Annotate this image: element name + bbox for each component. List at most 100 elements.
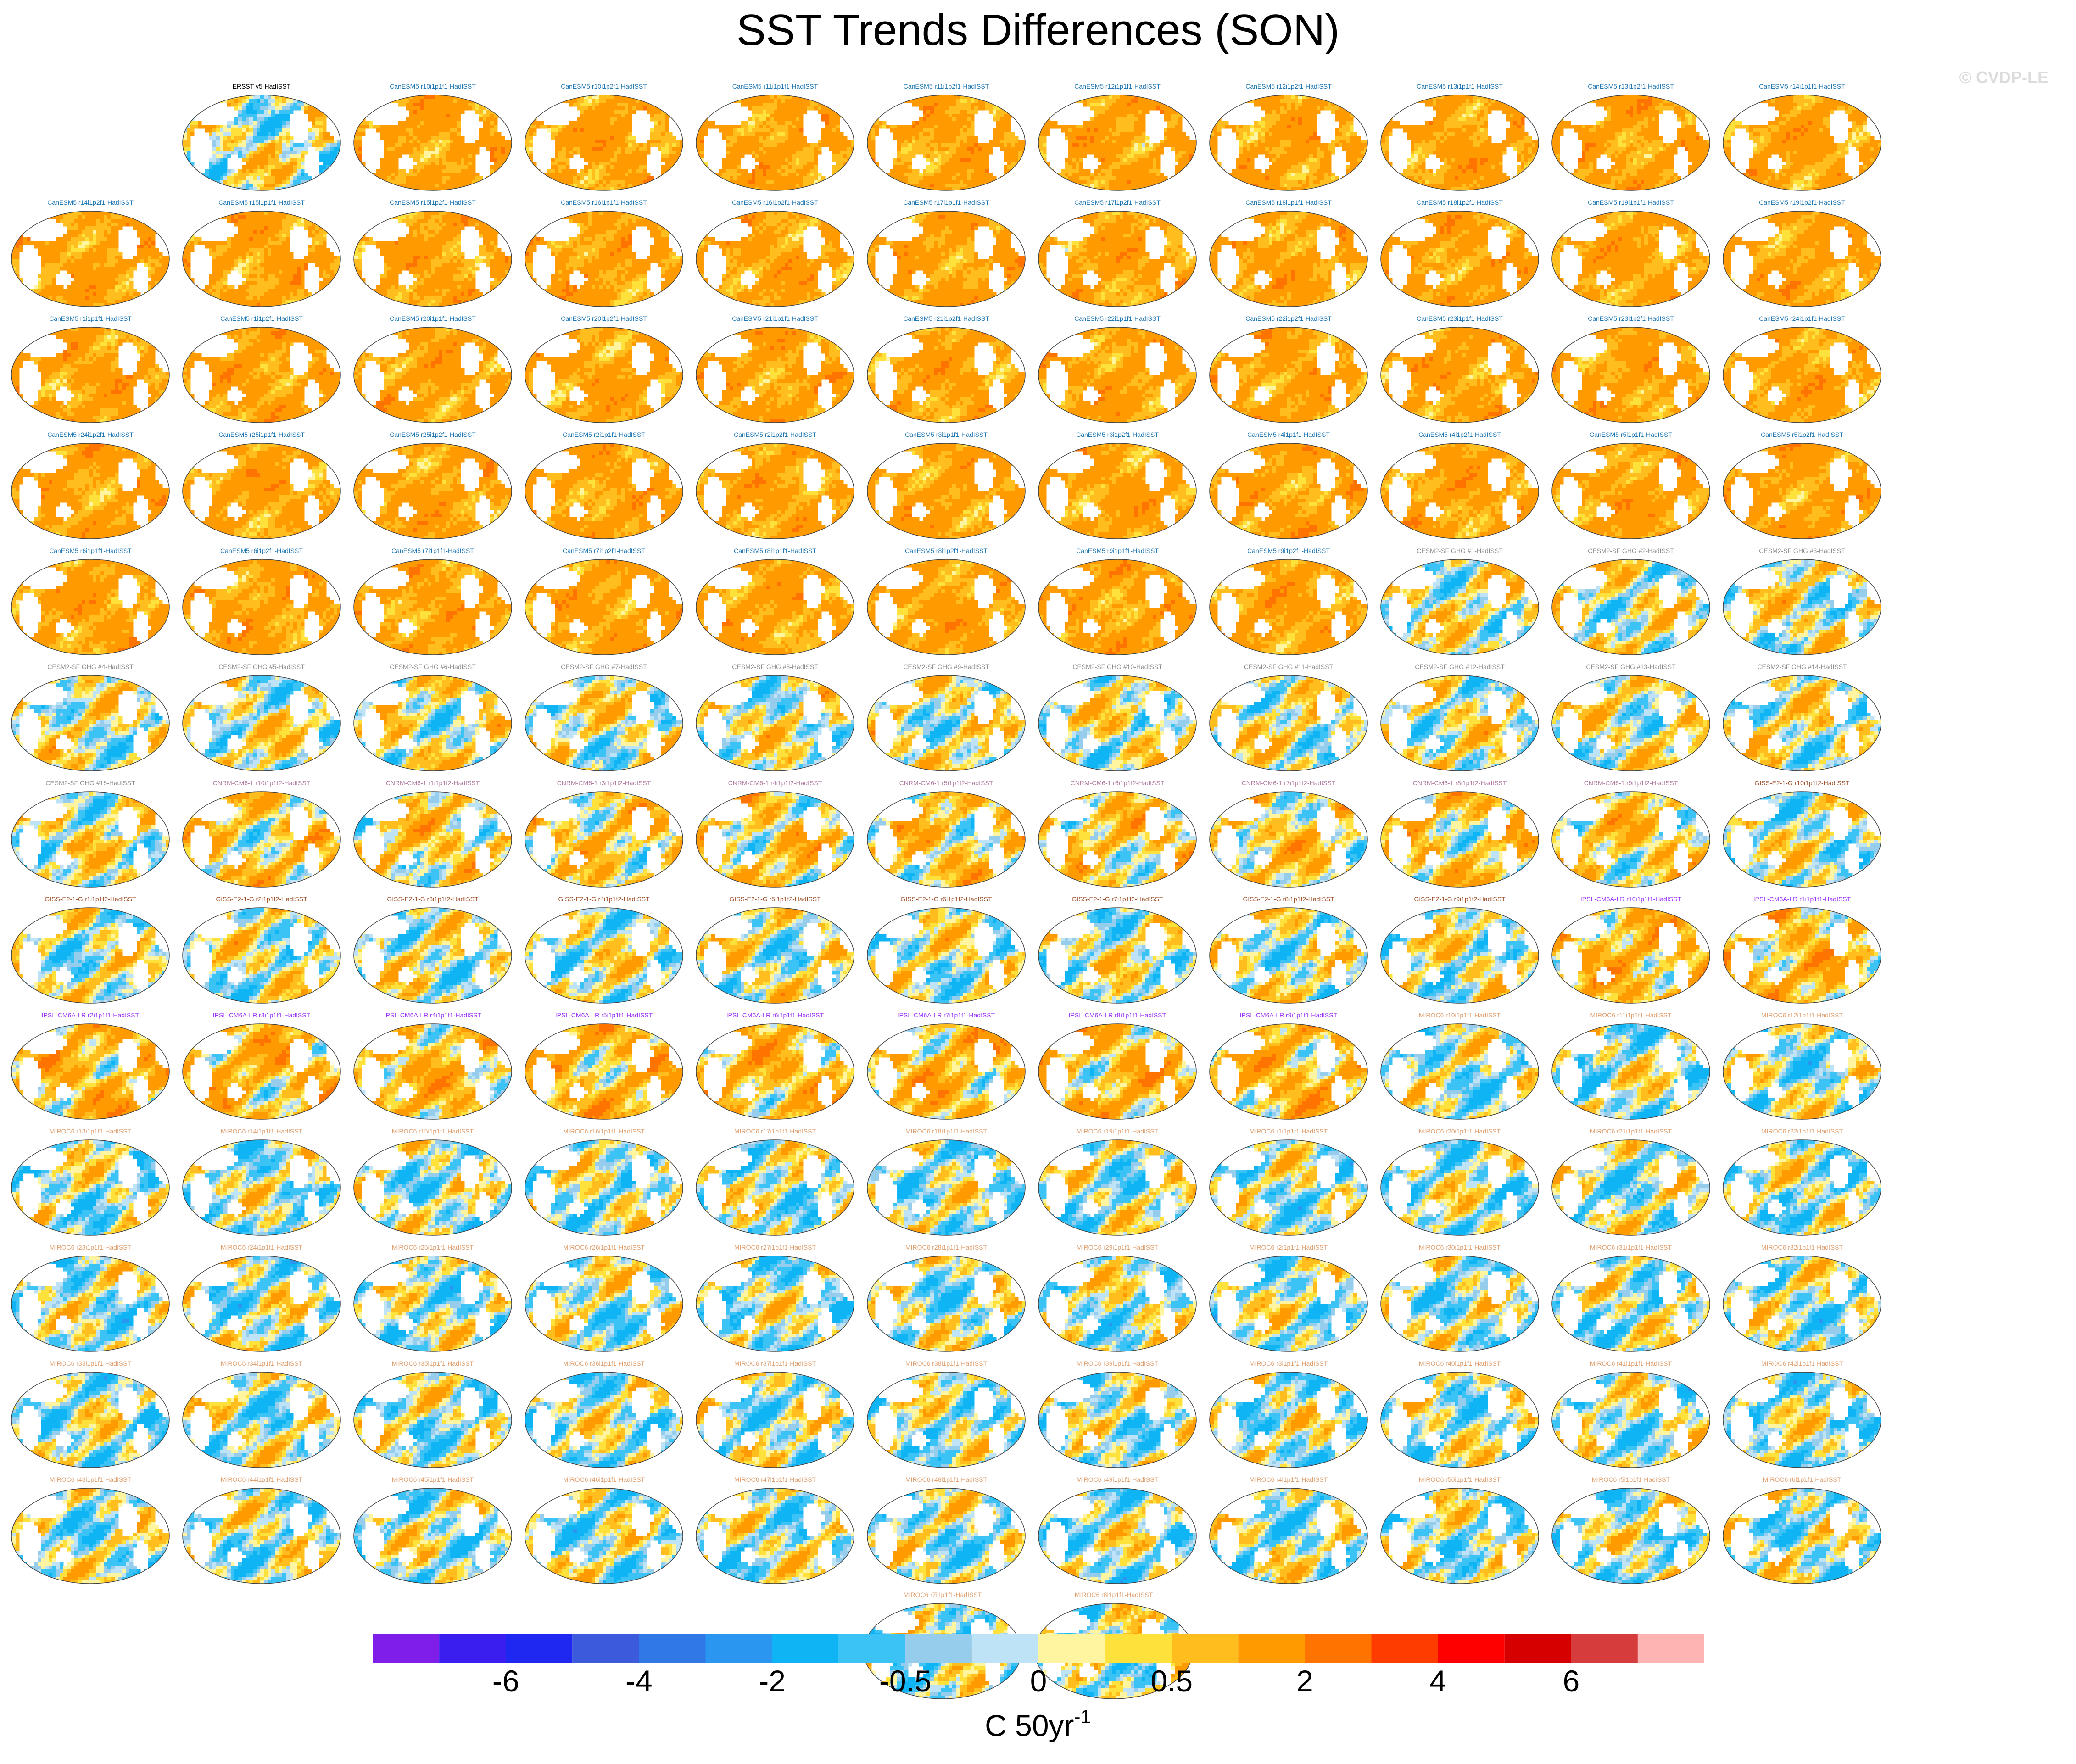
sst-cell	[700, 147, 704, 151]
sst-cell	[919, 92, 923, 96]
sst-cell	[774, 158, 778, 162]
sst-cell	[275, 110, 279, 114]
sst-cell	[636, 173, 640, 177]
sst-cell	[759, 92, 763, 96]
sst-cell	[461, 158, 465, 162]
sst-cell	[625, 132, 629, 136]
sst-cell	[490, 92, 494, 96]
sst-cell	[337, 173, 341, 177]
sst-cell	[588, 132, 592, 136]
sst-cell	[246, 128, 250, 133]
sst-cell	[508, 184, 513, 188]
sst-cell	[308, 143, 312, 147]
sst-cell	[722, 191, 726, 194]
sst-cell	[365, 125, 369, 129]
sst-cell	[610, 176, 614, 180]
sst-cell	[974, 158, 978, 162]
sst-cell	[540, 95, 544, 100]
sst-cell	[395, 95, 399, 100]
sst-cell	[566, 187, 570, 191]
sst-cell	[1015, 173, 1019, 177]
sst-cell	[512, 165, 515, 169]
sst-cell	[205, 99, 209, 103]
sst-cell	[1022, 173, 1026, 177]
sst-cell	[446, 140, 450, 144]
sst-cell	[212, 169, 217, 173]
sst-cell	[402, 125, 406, 129]
sst-cell	[384, 128, 388, 133]
sst-cell	[286, 191, 290, 194]
sst-cell	[505, 92, 509, 96]
sst-cell	[766, 184, 770, 188]
sst-cell	[799, 99, 804, 103]
sst-cell	[312, 191, 316, 194]
sst-cell	[369, 176, 373, 180]
sst-cell	[915, 169, 920, 173]
sst-cell	[821, 184, 826, 188]
sst-cell	[810, 158, 815, 162]
sst-cell	[978, 173, 982, 177]
sst-cell	[741, 147, 745, 151]
sst-cell	[365, 103, 369, 107]
sst-cell	[628, 125, 632, 129]
sst-cell	[825, 125, 829, 129]
sst-cell	[879, 176, 883, 180]
sst-cell	[555, 95, 559, 100]
sst-cell	[617, 162, 621, 166]
sst-cell	[744, 140, 748, 144]
sst-cell	[599, 132, 603, 136]
sst-cell	[1026, 154, 1028, 158]
sst-cell	[264, 173, 268, 177]
sst-cell	[1004, 180, 1008, 184]
sst-cell	[941, 132, 945, 136]
sst-cell	[726, 162, 730, 166]
sst-cell	[249, 147, 253, 151]
sst-cell	[249, 132, 253, 136]
sst-cell	[796, 147, 800, 151]
sst-cell	[439, 143, 443, 147]
sst-cell	[985, 151, 989, 155]
sst-field	[179, 92, 344, 194]
sst-cell	[238, 92, 242, 96]
sst-cell	[785, 103, 789, 107]
sst-cell	[512, 169, 515, 173]
sst-cell	[788, 121, 792, 125]
sst-cell	[536, 173, 541, 177]
sst-cell	[227, 140, 231, 144]
sst-cell	[330, 173, 334, 177]
sst-cell	[669, 154, 673, 158]
sst-cell	[636, 106, 640, 111]
sst-cell	[617, 184, 621, 188]
sst-cell	[744, 176, 748, 180]
sst-cell	[398, 125, 402, 129]
sst-cell	[810, 154, 815, 158]
sst-cell	[748, 173, 752, 177]
sst-cell	[223, 158, 228, 162]
sst-cell	[179, 106, 184, 111]
sst-cell	[930, 169, 934, 173]
sst-cell	[934, 140, 938, 144]
sst-cell	[446, 106, 450, 111]
sst-cell	[187, 187, 191, 191]
sst-cell	[424, 173, 428, 177]
sst-cell	[220, 132, 224, 136]
sst-cell	[938, 140, 942, 144]
sst-cell	[628, 140, 632, 144]
sst-cell	[799, 132, 804, 136]
sst-cell	[453, 162, 458, 166]
sst-cell	[763, 121, 767, 125]
sst-cell	[249, 121, 253, 125]
sst-cell	[431, 169, 435, 173]
sst-cell	[956, 114, 960, 118]
sst-cell	[588, 169, 592, 173]
sst-cell	[424, 103, 428, 107]
sst-cell	[763, 154, 767, 158]
sst-cell	[814, 165, 818, 169]
sst-cell	[923, 125, 927, 129]
sst-cell	[417, 136, 421, 140]
sst-cell	[442, 106, 446, 111]
sst-cell	[293, 147, 297, 151]
sst-cell	[774, 176, 778, 180]
sst-cell	[544, 95, 548, 100]
sst-cell	[497, 136, 502, 140]
